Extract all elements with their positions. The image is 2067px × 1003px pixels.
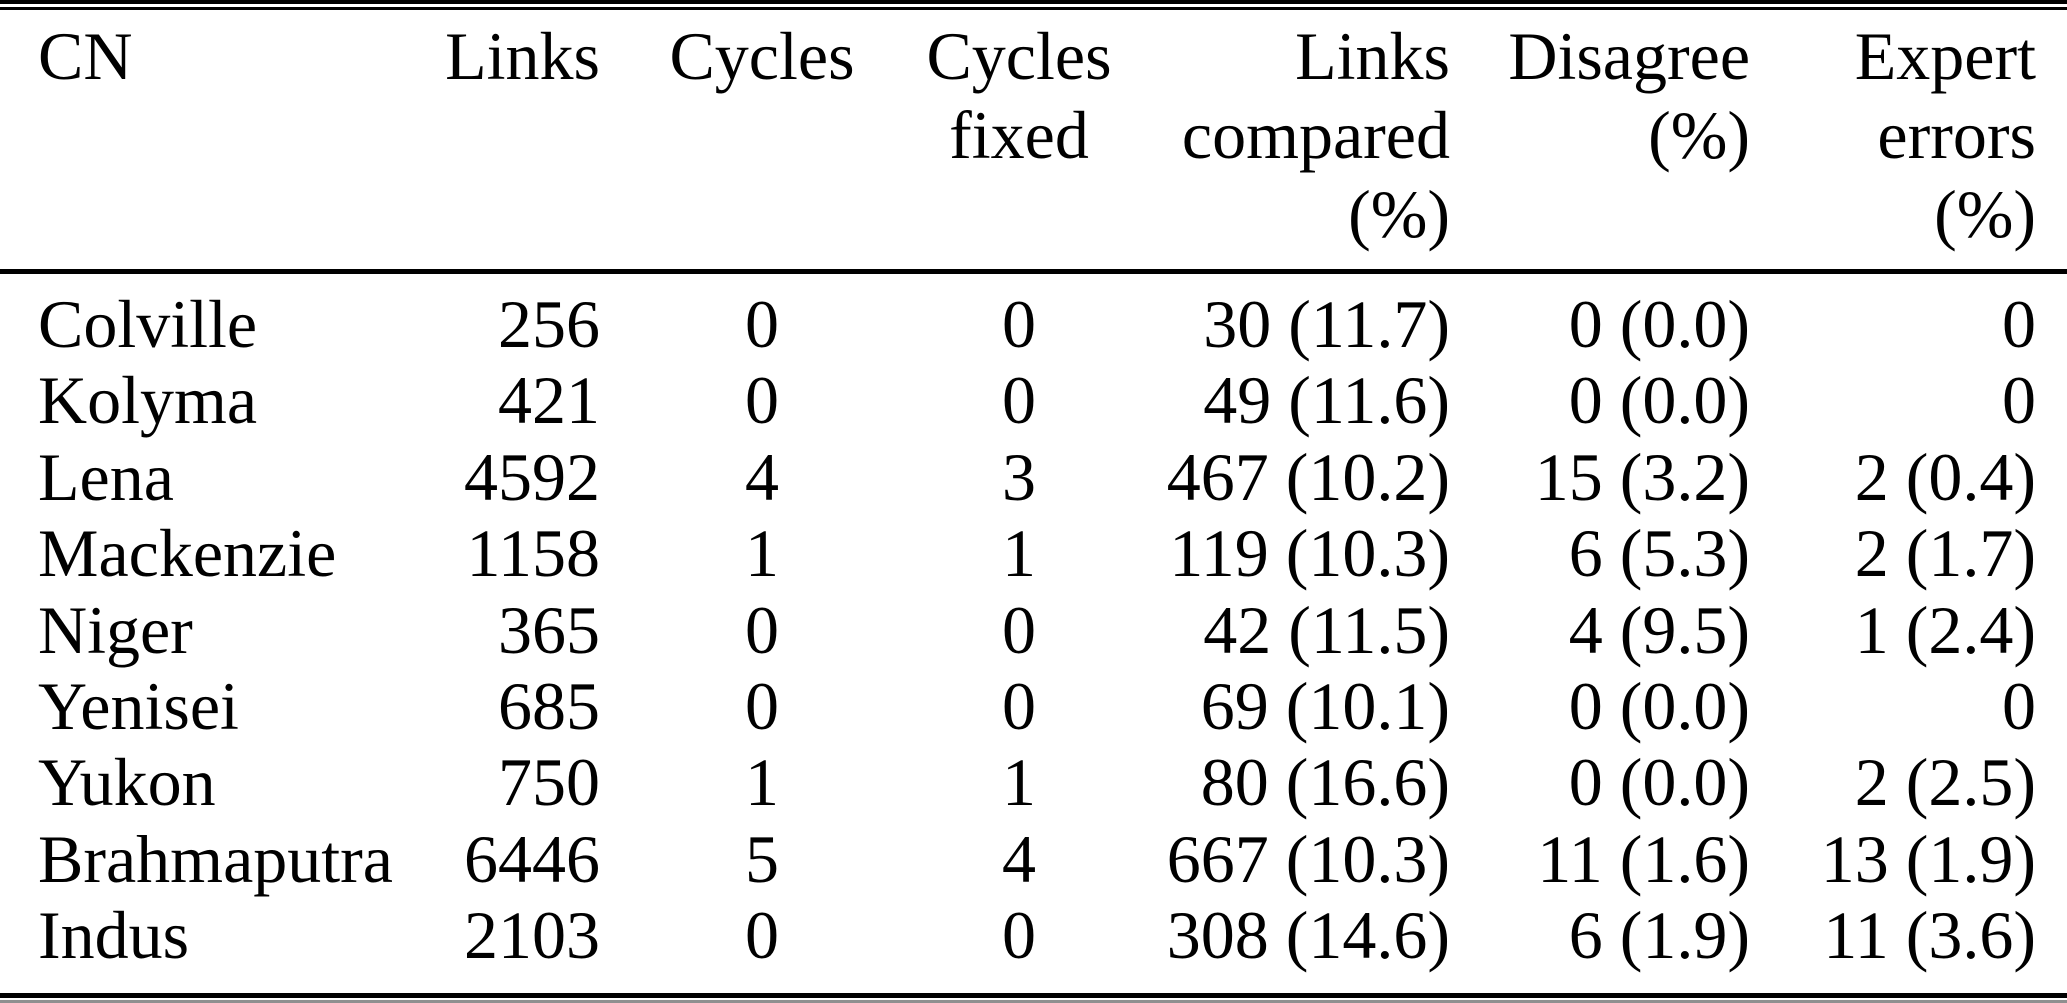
header-label: Cycles: [669, 18, 855, 94]
cell-expert_errors: 13 (1.9): [1820, 821, 2036, 897]
cell-links: 2103: [464, 897, 600, 973]
cell-cn: Colville: [38, 286, 258, 362]
header-label: (%): [1348, 176, 1450, 252]
cell-expert_errors: 0: [2002, 668, 2036, 744]
table-bottom-edge-rule: [0, 1000, 2067, 1003]
cell-cycles: 0: [745, 668, 779, 744]
cell-expert_errors: 1 (2.4): [1854, 592, 2036, 668]
cell-cn: Yenisei: [38, 668, 239, 744]
table-row: Colville 256 0 0 30 (11.7) 0 (0.0) 0: [0, 286, 2067, 362]
cell-links: 4592: [464, 439, 600, 515]
cell-cycles_fixed: 0: [1002, 668, 1036, 744]
header-label: Cycles: [926, 18, 1112, 94]
cell-expert_errors: 2 (2.5): [1854, 744, 2036, 820]
table-top-rule-thick: [0, 0, 2067, 4]
header-label: (%): [1648, 97, 1750, 173]
cell-disagree: 4 (9.5): [1568, 592, 1750, 668]
cell-cycles_fixed: 0: [1002, 592, 1036, 668]
cell-cycles: 1: [745, 744, 779, 820]
header-cell-expert_errors: Expert errors (%): [1750, 17, 2036, 254]
header-label: Links: [1295, 18, 1450, 94]
table-top-rule-thin: [0, 7, 2067, 10]
header-label: CN: [38, 18, 133, 94]
cell-cn: Kolyma: [38, 362, 258, 438]
cell-disagree: 0 (0.0): [1568, 362, 1750, 438]
cell-expert_errors: 2 (1.7): [1854, 515, 2036, 591]
cell-cn: Indus: [38, 897, 190, 973]
header-label: Disagree: [1508, 18, 1750, 94]
cell-cycles: 0: [745, 286, 779, 362]
cell-cn: Brahmaputra: [38, 821, 393, 897]
table-row: Kolyma 421 0 0 49 (11.6) 0 (0.0) 0: [0, 362, 2067, 438]
header-cell-disagree: Disagree (%): [1450, 17, 1750, 175]
table-row: Lena 4592 4 3 467 (10.2) 15 (3.2) 2 (0.4): [0, 439, 2067, 515]
cell-expert_errors: 11 (3.6): [1823, 897, 2036, 973]
cell-disagree: 6 (1.9): [1568, 897, 1750, 973]
header-cell-cycles_fixed: Cycles fixed: [924, 17, 1114, 175]
header-cell-cn: CN: [38, 17, 420, 96]
table-row: Yenisei 685 0 0 69 (10.1) 0 (0.0) 0: [0, 668, 2067, 744]
cell-links: 6446: [464, 821, 600, 897]
cell-links_compared: 49 (11.6): [1203, 362, 1450, 438]
cell-cn: Lena: [38, 439, 174, 515]
cell-links: 256: [498, 286, 600, 362]
header-cell-links: Links: [420, 17, 600, 96]
cell-links_compared: 119 (10.3): [1169, 515, 1450, 591]
cell-cycles: 4: [745, 439, 779, 515]
table-row: Indus 2103 0 0 308 (14.6) 6 (1.9) 11 (3.6): [0, 897, 2067, 973]
cell-cycles: 0: [745, 362, 779, 438]
cell-links_compared: 467 (10.2): [1166, 439, 1450, 515]
cell-cycles_fixed: 1: [1002, 744, 1036, 820]
header-label: fixed: [949, 97, 1089, 173]
cell-cn: Yukon: [38, 744, 216, 820]
cell-links_compared: 30 (11.7): [1203, 286, 1450, 362]
table-row: Mackenzie 1158 1 1 119 (10.3) 6 (5.3) 2 (1.7): [0, 515, 2067, 591]
cell-expert_errors: 0: [2002, 286, 2036, 362]
header-label: errors: [1877, 97, 2036, 173]
cell-cycles: 5: [745, 821, 779, 897]
table-row: Brahmaputra 6446 5 4 667 (10.3) 11 (1.6) 13 (1…: [0, 821, 2067, 897]
cell-disagree: 0 (0.0): [1568, 286, 1750, 362]
header-label: compared: [1181, 97, 1450, 173]
cell-links_compared: 80 (16.6): [1200, 744, 1450, 820]
cell-cycles_fixed: 0: [1002, 286, 1036, 362]
header-label: Expert: [1854, 18, 2036, 94]
cell-links: 750: [498, 744, 600, 820]
cell-links_compared: 42 (11.5): [1203, 592, 1450, 668]
cell-links: 421: [498, 362, 600, 438]
table-bottom-rule: [0, 993, 2067, 998]
cell-links: 685: [498, 668, 600, 744]
cell-disagree: 15 (3.2): [1534, 439, 1750, 515]
table-header-rule: [0, 269, 2067, 274]
cell-cn: Niger: [38, 592, 193, 668]
cell-links: 365: [498, 592, 600, 668]
header-cell-cycles: Cycles: [600, 17, 924, 96]
cell-cycles_fixed: 1: [1002, 515, 1036, 591]
cell-disagree: 0 (0.0): [1568, 668, 1750, 744]
table-row: Yukon 750 1 1 80 (16.6) 0 (0.0) 2 (2.5): [0, 744, 2067, 820]
cell-disagree: 11 (1.6): [1537, 821, 1750, 897]
table-row: Niger 365 0 0 42 (11.5) 4 (9.5) 1 (2.4): [0, 592, 2067, 668]
cell-cycles_fixed: 3: [1002, 439, 1036, 515]
cell-cycles: 0: [745, 592, 779, 668]
cell-cycles_fixed: 4: [1002, 821, 1036, 897]
header-cell-links_compared: Links compared (%): [1114, 17, 1450, 254]
cell-cn: Mackenzie: [38, 515, 337, 591]
header-label: Links: [445, 18, 600, 94]
header-label: (%): [1934, 176, 2036, 252]
cell-cycles: 0: [745, 897, 779, 973]
cell-links_compared: 69 (10.1): [1200, 668, 1450, 744]
cell-cycles_fixed: 0: [1002, 362, 1036, 438]
cell-expert_errors: 2 (0.4): [1854, 439, 2036, 515]
cell-expert_errors: 0: [2002, 362, 2036, 438]
cell-disagree: 0 (0.0): [1568, 744, 1750, 820]
cell-links_compared: 667 (10.3): [1166, 821, 1450, 897]
cell-cycles_fixed: 0: [1002, 897, 1036, 973]
cell-links_compared: 308 (14.6): [1166, 897, 1450, 973]
cell-links: 1158: [466, 515, 600, 591]
cell-cycles: 1: [745, 515, 779, 591]
cell-disagree: 6 (5.3): [1568, 515, 1750, 591]
